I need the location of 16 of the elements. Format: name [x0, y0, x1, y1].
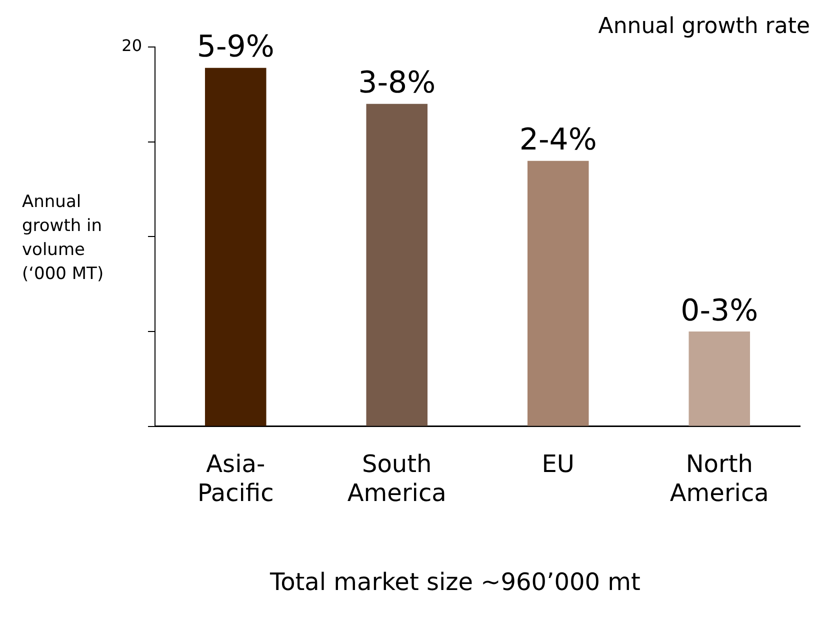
text: Total market size ~960’000 mt — [270, 568, 640, 596]
annotation: 5-9% — [196, 30, 274, 65]
bar — [204, 68, 266, 426]
y-axis-title: Annual growth in volume (‘000 MT) — [22, 191, 105, 286]
y-tick-label: 20 — [122, 36, 142, 56]
x-tick-label: South America — [347, 450, 446, 507]
bar — [527, 160, 589, 426]
x-tick-label: North America — [670, 450, 769, 507]
x-tick-label: EU — [542, 450, 574, 478]
annotation: 2-4% — [519, 122, 597, 158]
annotation: 0-3% — [680, 293, 758, 328]
bar — [688, 332, 750, 426]
text: Annual growth rate — [598, 14, 810, 39]
bar — [366, 104, 428, 426]
annotation: 3-8% — [358, 66, 436, 101]
x-tick-label: Asia-Pacific — [197, 450, 274, 507]
